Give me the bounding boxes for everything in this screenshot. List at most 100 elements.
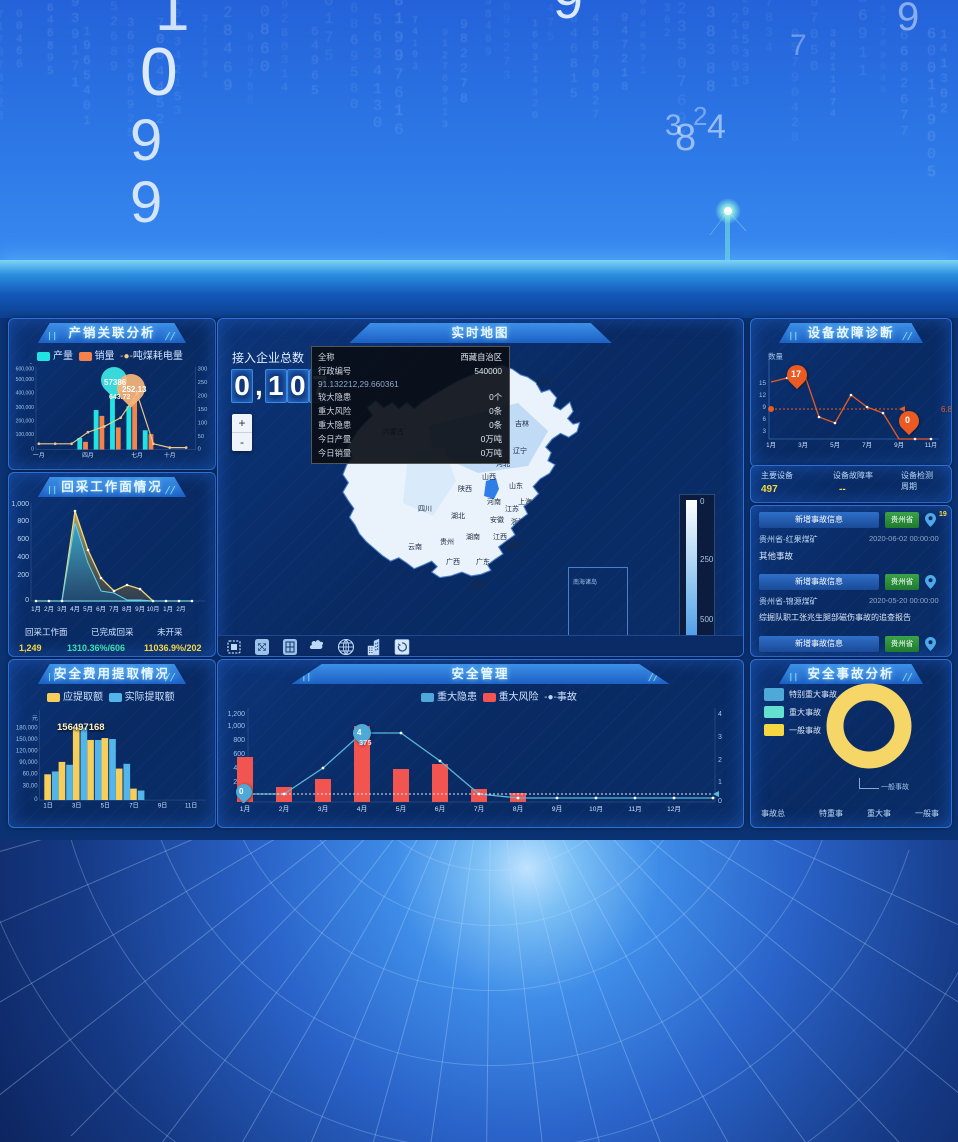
svg-text:7: 7 <box>394 66 404 84</box>
svg-text:9: 9 <box>858 25 868 43</box>
svg-text:2: 2 <box>940 101 948 116</box>
svg-text:9: 9 <box>247 32 254 44</box>
svg-text:3: 3 <box>742 47 749 61</box>
svg-text:4: 4 <box>940 41 948 56</box>
svg-text:9: 9 <box>442 85 448 96</box>
svg-text:3: 3 <box>281 53 288 67</box>
svg-text:200: 200 <box>198 394 208 400</box>
svg-text:6: 6 <box>127 29 134 43</box>
svg-text:1月: 1月 <box>31 605 41 613</box>
svg-text:6: 6 <box>880 62 886 73</box>
svg-text:2: 2 <box>664 28 671 40</box>
svg-text:8: 8 <box>394 0 404 10</box>
svg-text:7: 7 <box>0 35 4 47</box>
svg-text:4: 4 <box>223 40 233 58</box>
svg-text:4: 4 <box>718 711 722 718</box>
svg-text:0: 0 <box>640 0 646 8</box>
svg-text:十月: 十月 <box>164 451 176 459</box>
svg-text:6: 6 <box>880 85 886 96</box>
svg-text:7: 7 <box>412 16 418 27</box>
svg-text:9: 9 <box>880 51 886 62</box>
svg-text:3: 3 <box>71 11 79 27</box>
svg-text:3: 3 <box>412 62 418 73</box>
svg-text:0: 0 <box>281 40 288 54</box>
svg-text:3: 3 <box>706 41 716 59</box>
svg-text:9: 9 <box>394 47 404 65</box>
svg-text:1: 1 <box>570 71 578 86</box>
svg-text:3: 3 <box>765 25 773 40</box>
svg-text:0: 0 <box>927 60 936 77</box>
svg-text:3: 3 <box>442 120 448 131</box>
svg-text:5: 5 <box>350 65 358 81</box>
svg-text:9月: 9月 <box>894 441 904 449</box>
svg-text:5: 5 <box>858 0 868 7</box>
svg-text:100,000: 100,000 <box>16 432 35 438</box>
svg-text:6: 6 <box>247 44 254 56</box>
svg-text:200: 200 <box>17 572 29 579</box>
svg-text:3: 3 <box>718 734 722 741</box>
svg-text:8月: 8月 <box>513 805 524 813</box>
svg-text:4: 4 <box>83 83 91 98</box>
svg-text:3: 3 <box>762 428 766 435</box>
svg-text:2: 2 <box>460 46 468 61</box>
svg-text:8: 8 <box>0 73 4 85</box>
svg-text:8: 8 <box>640 31 646 42</box>
svg-text:8: 8 <box>281 26 288 40</box>
svg-text:1: 1 <box>830 63 836 74</box>
svg-text:5月: 5月 <box>830 441 840 449</box>
svg-text:1: 1 <box>621 66 628 80</box>
svg-text:10月: 10月 <box>147 606 160 613</box>
svg-text:0: 0 <box>640 8 646 19</box>
svg-text:2: 2 <box>731 11 739 27</box>
svg-text:8: 8 <box>592 39 599 53</box>
svg-text:8: 8 <box>460 91 468 106</box>
svg-text:9: 9 <box>460 17 468 32</box>
svg-text:400: 400 <box>17 554 29 561</box>
svg-text:2: 2 <box>830 52 836 63</box>
svg-text:4: 4 <box>880 74 886 85</box>
svg-text:1日: 1日 <box>43 803 52 810</box>
svg-text:2: 2 <box>592 94 599 108</box>
svg-text:6: 6 <box>47 28 54 40</box>
svg-text:7: 7 <box>202 25 208 36</box>
svg-text:0: 0 <box>140 34 178 110</box>
svg-text:8: 8 <box>247 95 254 107</box>
svg-text:2: 2 <box>718 757 722 764</box>
svg-text:600: 600 <box>17 536 29 543</box>
svg-text:6: 6 <box>927 26 936 43</box>
svg-text:9: 9 <box>731 59 739 75</box>
svg-text:6: 6 <box>311 24 319 39</box>
svg-text:5: 5 <box>570 86 578 101</box>
svg-text:8: 8 <box>485 9 492 21</box>
svg-text:0: 0 <box>927 129 936 146</box>
svg-text:9: 9 <box>110 59 118 74</box>
svg-text:6: 6 <box>858 7 868 25</box>
svg-text:3日: 3日 <box>72 803 81 810</box>
svg-text:8: 8 <box>706 60 716 78</box>
svg-text:8: 8 <box>127 43 134 57</box>
svg-text:0: 0 <box>324 0 334 10</box>
svg-text:7: 7 <box>592 53 599 67</box>
svg-text:7月: 7月 <box>862 441 872 449</box>
svg-text:3: 3 <box>202 48 208 59</box>
svg-text:7: 7 <box>880 16 886 27</box>
svg-text:12月: 12月 <box>667 805 681 813</box>
svg-text:1: 1 <box>83 24 91 39</box>
svg-text:6: 6 <box>110 29 118 44</box>
svg-text:8: 8 <box>706 23 716 41</box>
svg-text:四月: 四月 <box>82 452 94 459</box>
svg-text:1月: 1月 <box>766 441 776 449</box>
svg-text:9: 9 <box>412 50 418 61</box>
svg-text:7: 7 <box>460 76 468 91</box>
svg-text:12: 12 <box>759 392 767 399</box>
svg-text:200,000: 200,000 <box>16 419 35 425</box>
svg-text:0: 0 <box>198 447 201 453</box>
svg-text:3: 3 <box>706 4 716 22</box>
svg-text:5: 5 <box>880 5 886 16</box>
svg-text:1: 1 <box>442 39 448 50</box>
svg-text:11日: 11日 <box>185 803 197 810</box>
svg-text:度: 度 <box>198 363 204 364</box>
svg-text:2: 2 <box>693 101 707 131</box>
svg-text:9: 9 <box>762 404 766 411</box>
svg-text:6: 6 <box>677 92 687 110</box>
